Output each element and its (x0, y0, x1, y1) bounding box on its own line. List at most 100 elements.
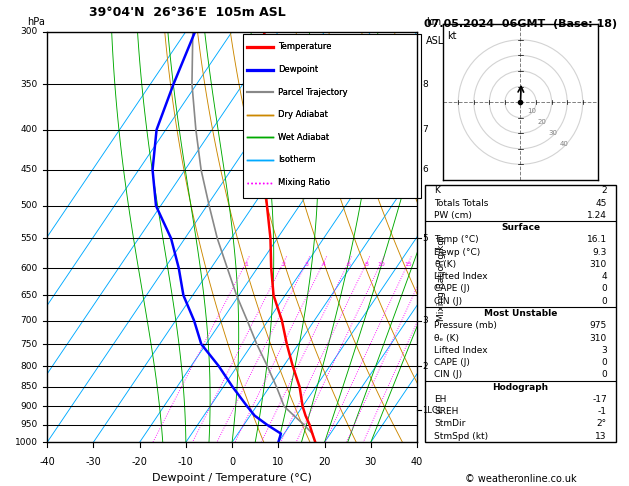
Text: 450: 450 (21, 165, 38, 174)
Text: Temperature: Temperature (279, 42, 332, 52)
Text: 1000: 1000 (15, 438, 38, 447)
Text: Temperature: Temperature (279, 42, 332, 52)
Text: 500: 500 (21, 201, 38, 210)
Text: © weatheronline.co.uk: © weatheronline.co.uk (465, 473, 576, 484)
Text: 13: 13 (595, 432, 607, 441)
Text: 16.1: 16.1 (587, 235, 607, 244)
Text: Parcel Trajectory: Parcel Trajectory (279, 87, 348, 97)
Text: θₑ(K): θₑ(K) (434, 260, 456, 269)
Text: 3: 3 (601, 346, 607, 355)
Text: Mixing Ratio (g/kg): Mixing Ratio (g/kg) (437, 235, 445, 321)
Text: 300: 300 (21, 27, 38, 36)
Text: 40: 40 (560, 140, 569, 147)
Text: 850: 850 (21, 382, 38, 391)
Text: PW (cm): PW (cm) (434, 211, 472, 220)
Text: 2°: 2° (597, 419, 607, 428)
Text: ASL: ASL (426, 35, 445, 46)
Text: 0: 0 (229, 457, 235, 467)
Text: Wet Adiabat: Wet Adiabat (279, 133, 330, 142)
Text: 30: 30 (548, 130, 558, 136)
Text: 0: 0 (601, 370, 607, 379)
Text: 0: 0 (601, 358, 607, 367)
Text: 800: 800 (21, 362, 38, 371)
Text: hPa: hPa (27, 17, 45, 28)
Text: Temp (°C): Temp (°C) (434, 235, 479, 244)
Text: Dewpoint: Dewpoint (279, 65, 318, 74)
Text: 4: 4 (601, 272, 607, 281)
Text: 700: 700 (21, 316, 38, 325)
Text: CIN (J): CIN (J) (434, 297, 462, 306)
Text: 900: 900 (21, 402, 38, 411)
Text: -40: -40 (39, 457, 55, 467)
Text: 10: 10 (527, 108, 536, 114)
Text: Dewpoint / Temperature (°C): Dewpoint / Temperature (°C) (152, 473, 312, 483)
Text: StmSpd (kt): StmSpd (kt) (434, 432, 488, 441)
Text: 4: 4 (321, 262, 326, 267)
Text: km: km (426, 17, 442, 28)
Text: CIN (J): CIN (J) (434, 370, 462, 379)
Bar (243, 34, 421, 198)
Text: 15: 15 (404, 262, 413, 267)
Text: 9.3: 9.3 (593, 248, 607, 257)
Text: 350: 350 (21, 80, 38, 88)
Text: 310: 310 (589, 333, 607, 343)
Text: 750: 750 (21, 340, 38, 348)
Text: Parcel Trajectory: Parcel Trajectory (279, 87, 348, 97)
Text: -10: -10 (178, 457, 194, 467)
Text: 400: 400 (21, 125, 38, 134)
Text: K: K (434, 186, 440, 195)
Text: Isotherm: Isotherm (279, 156, 316, 164)
Text: 7: 7 (423, 125, 428, 134)
Text: 5: 5 (423, 234, 428, 243)
Text: Isotherm: Isotherm (279, 156, 316, 164)
Text: Wet Adiabat: Wet Adiabat (279, 133, 330, 142)
Text: kt: kt (447, 31, 457, 40)
Text: Mixing Ratio: Mixing Ratio (279, 178, 330, 187)
Text: 2: 2 (601, 186, 607, 195)
Text: Dry Adiabat: Dry Adiabat (279, 110, 328, 119)
Text: 1.24: 1.24 (587, 211, 607, 220)
Text: Dewp (°C): Dewp (°C) (434, 248, 481, 257)
Text: -20: -20 (131, 457, 148, 467)
Text: 10: 10 (272, 457, 284, 467)
Text: θₑ (K): θₑ (K) (434, 333, 459, 343)
Text: 07.05.2024  06GMT  (Base: 18): 07.05.2024 06GMT (Base: 18) (424, 19, 617, 29)
Text: 20: 20 (538, 119, 547, 125)
Text: 30: 30 (365, 457, 377, 467)
Text: 10: 10 (377, 262, 385, 267)
Text: 975: 975 (589, 321, 607, 330)
Text: 20: 20 (318, 457, 331, 467)
Text: 8: 8 (423, 80, 428, 88)
Text: 0: 0 (601, 297, 607, 306)
Text: 550: 550 (21, 234, 38, 243)
Text: 8: 8 (365, 262, 369, 267)
Text: 40: 40 (411, 457, 423, 467)
Text: CAPE (J): CAPE (J) (434, 358, 470, 367)
Text: Mixing Ratio: Mixing Ratio (279, 178, 330, 187)
Text: 1LCL: 1LCL (423, 406, 443, 415)
Text: 6: 6 (347, 262, 350, 267)
Text: 650: 650 (21, 291, 38, 300)
Text: 310: 310 (589, 260, 607, 269)
Text: Pressure (mb): Pressure (mb) (434, 321, 497, 330)
Text: -1: -1 (598, 407, 607, 416)
Text: 0: 0 (601, 284, 607, 294)
Text: CAPE (J): CAPE (J) (434, 284, 470, 294)
Text: Dewpoint: Dewpoint (279, 65, 318, 74)
Text: -17: -17 (592, 395, 607, 404)
Text: 2: 2 (423, 362, 428, 371)
Text: -30: -30 (86, 457, 101, 467)
Text: Dry Adiabat: Dry Adiabat (279, 110, 328, 119)
Text: 45: 45 (596, 199, 607, 208)
Text: Totals Totals: Totals Totals (434, 199, 489, 208)
Text: EH: EH (434, 395, 447, 404)
Text: Hodograph: Hodograph (493, 382, 548, 392)
Text: 3: 3 (304, 262, 309, 267)
Text: 6: 6 (423, 165, 428, 174)
Text: SREH: SREH (434, 407, 459, 416)
Text: 2: 2 (282, 262, 286, 267)
Text: 1: 1 (244, 262, 248, 267)
Text: 39°04'N  26°36'E  105m ASL: 39°04'N 26°36'E 105m ASL (89, 6, 286, 19)
Text: 950: 950 (21, 420, 38, 429)
Text: Most Unstable: Most Unstable (484, 309, 557, 318)
